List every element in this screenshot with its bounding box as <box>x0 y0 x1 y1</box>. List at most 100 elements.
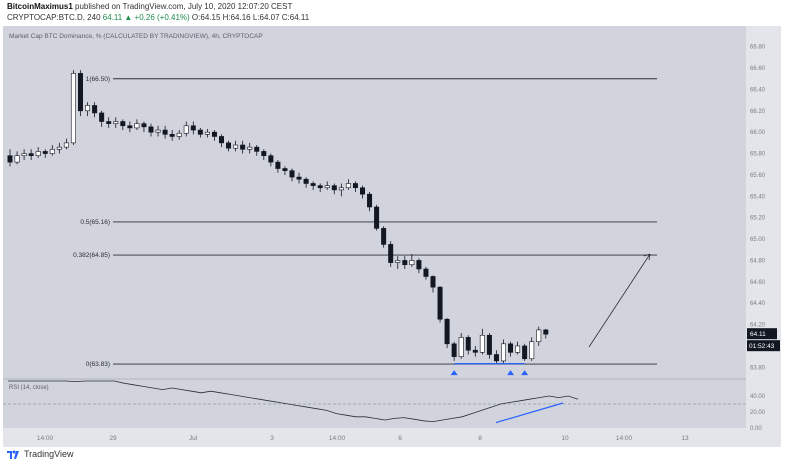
candle-body <box>345 183 351 189</box>
candle-body <box>508 343 514 353</box>
candle-body <box>416 260 422 270</box>
candle-body <box>120 121 126 127</box>
y-tick-label: 65.80 <box>750 152 766 158</box>
candle-body <box>472 349 478 353</box>
candle-body <box>233 144 239 149</box>
candle-body <box>500 343 506 362</box>
candle-body <box>486 334 492 355</box>
candle-body <box>56 146 62 150</box>
candle-body <box>78 73 84 112</box>
candle-body <box>35 151 41 157</box>
symbol-label[interactable]: CRYPTOCAP:BTC.D, 240 <box>7 13 101 22</box>
candle-body <box>543 329 549 335</box>
candle-body <box>282 168 288 171</box>
candle-body <box>28 153 34 156</box>
candle-body <box>85 105 91 112</box>
candle-body <box>63 142 69 148</box>
candle-body <box>515 345 521 353</box>
chart-title: Market Cap BTC Dominance, % (CALCULATED … <box>9 33 263 40</box>
candle-body <box>219 136 225 144</box>
rsi-divergence-line <box>495 402 564 424</box>
candle-body <box>296 176 302 180</box>
y-tick-label: 66.20 <box>750 109 766 115</box>
rsi-label: RSI (14, close) <box>9 385 49 391</box>
candle-body <box>169 134 175 137</box>
x-tick-label: 14:00 <box>37 435 54 442</box>
candle-body <box>49 148 55 154</box>
candle-body <box>141 123 147 128</box>
tradingview-logo[interactable]: TradingView <box>7 449 74 459</box>
candle-body <box>155 129 161 133</box>
x-tick-label: 14:00 <box>329 435 346 442</box>
candle-body <box>7 155 13 163</box>
chart-header: BitcoinMaximus1 published on TradingView… <box>0 0 787 26</box>
candle-body <box>106 121 112 124</box>
bottom-marker-icon <box>507 370 515 376</box>
candle-body <box>402 260 408 266</box>
y-tick-label: 64.80 <box>750 258 766 264</box>
published-text: published on TradingView.com, July 10, 2… <box>75 2 293 11</box>
candle-body <box>409 260 415 266</box>
rsi-y-tick-label: 40.00 <box>750 394 766 400</box>
y-tick-label: 64.40 <box>750 301 766 307</box>
ohlc-values: O:64.15 H:64.16 L:64.07 C:64.11 <box>191 13 310 22</box>
y-tick-label: 65.20 <box>750 216 766 222</box>
candle-body <box>289 170 295 178</box>
candle-body <box>275 161 281 169</box>
y-tick-label: 66.80 <box>750 45 766 51</box>
x-tick-label: 3 <box>270 435 274 442</box>
fib-level-label: 1(66.50) <box>86 76 110 83</box>
candle-body <box>310 183 316 186</box>
candle-body <box>42 151 48 154</box>
y-tick-label: 66.40 <box>750 87 766 93</box>
candle-body <box>268 155 274 163</box>
candle-body <box>430 276 436 288</box>
candle-body <box>522 345 528 360</box>
candle-body <box>197 129 203 135</box>
candle-body <box>240 144 246 150</box>
x-tick-label: 8 <box>478 435 482 442</box>
candle-body <box>395 260 401 263</box>
candle-body <box>162 129 168 135</box>
candle-body <box>352 183 358 189</box>
publisher-name[interactable]: BitcoinMaximus1 <box>7 2 73 11</box>
price-axis-background <box>746 26 781 447</box>
candle-body <box>254 146 260 152</box>
x-tick-label: 6 <box>398 435 402 442</box>
chart-footer: TradingView <box>0 447 787 463</box>
candle-body <box>99 112 105 122</box>
price-chart[interactable]: Market Cap BTC Dominance, % (CALCULATED … <box>0 26 787 447</box>
y-tick-label: 65.40 <box>750 194 766 200</box>
candle-body <box>134 123 140 129</box>
bottom-marker-icon <box>450 370 458 376</box>
candle-body <box>127 125 133 129</box>
candle-body <box>317 185 323 189</box>
candle-body <box>190 125 196 131</box>
candle-body <box>176 132 182 137</box>
price-change: 64.11 ▲ +0.26 (+0.41%) <box>102 13 190 22</box>
time-axis-background <box>3 428 746 447</box>
rsi-y-tick-label: 0.00 <box>750 426 762 432</box>
symbol-info: CRYPTOCAP:BTC.D, 240 64.11 ▲ +0.26 (+0.4… <box>7 13 309 22</box>
candle-body <box>148 126 154 133</box>
x-tick-label: 14:00 <box>616 435 633 442</box>
candle-body <box>247 146 253 150</box>
candle-body <box>261 151 267 157</box>
candle-body <box>388 244 394 263</box>
y-tick-label: 64.60 <box>750 280 766 286</box>
candle-body <box>479 334 485 353</box>
candle-body <box>493 354 499 362</box>
candle-body <box>331 185 337 191</box>
y-tick-label: 63.80 <box>750 365 766 371</box>
candle-body <box>423 268 429 277</box>
candle-body <box>183 125 189 134</box>
candle-body <box>70 73 76 144</box>
x-tick-label: 13 <box>681 435 689 442</box>
fib-level-label: 0(63.83) <box>86 361 110 368</box>
candle-body <box>92 105 98 114</box>
candle-body <box>359 187 365 195</box>
y-tick-label: 66.00 <box>750 130 766 136</box>
x-tick-label: 29 <box>109 435 117 442</box>
countdown-tag <box>747 340 780 352</box>
candle-body <box>529 341 535 360</box>
